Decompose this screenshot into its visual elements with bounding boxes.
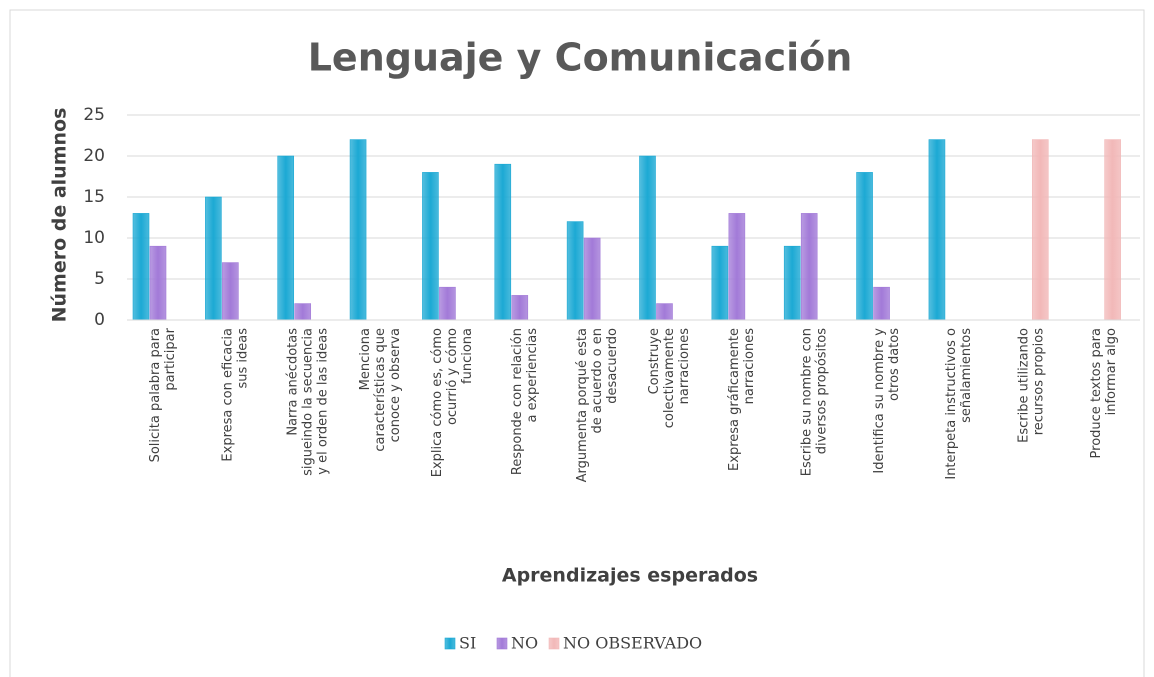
bar: [511, 295, 529, 321]
bar: [439, 286, 456, 321]
x-tick-label: Interpeta instructivos o: [944, 328, 959, 480]
x-tick-label: características que: [373, 328, 388, 452]
y-tick-label: 5: [94, 269, 105, 289]
x-tick-label: participar: [163, 327, 178, 390]
x-tick-label: Escribe su nombre con: [799, 328, 814, 476]
x-tick-label: narraciones: [677, 328, 692, 405]
legend-swatch: [496, 637, 508, 650]
bar: [349, 139, 367, 321]
x-tick-label: Argumenta porqué esta: [575, 328, 590, 482]
bar: [928, 139, 946, 321]
x-tick-label: Identifica su nombre y: [872, 328, 887, 474]
bar: [1104, 139, 1121, 321]
x-tick-label: y el orden de las ideas: [315, 328, 330, 475]
x-tick-label: Escribe utilizando: [1016, 328, 1031, 443]
bar: [1031, 139, 1049, 321]
x-tick-label: señalamientos: [959, 328, 974, 423]
x-tick-label: a experiencias: [525, 328, 540, 423]
x-tick-label: conoce y observa: [388, 328, 403, 442]
x-tick-label: Narra anécdotas: [285, 328, 300, 436]
y-tick-label: 10: [83, 228, 105, 248]
x-tick-label: Solicita palabra para: [148, 328, 163, 462]
bar: [656, 303, 673, 321]
y-axis-label: Número de alumnos: [49, 108, 71, 323]
y-tick-label: 15: [83, 187, 105, 207]
bar: [800, 213, 818, 321]
x-tick-label: Responde con relación: [510, 328, 525, 475]
legend-swatch: [548, 637, 560, 650]
bar: [294, 303, 312, 321]
bar: [494, 163, 512, 321]
x-tick-label: Explica cómo es, cómo: [430, 328, 445, 477]
bar: [149, 245, 167, 321]
bar: [422, 172, 439, 321]
bar: [856, 172, 873, 321]
x-tick-label: funciona: [460, 328, 475, 384]
bar: [132, 213, 150, 321]
legend-label: SI: [459, 634, 476, 653]
x-tick-label: colectivamente: [662, 328, 677, 428]
x-tick-label: recursos propios: [1031, 328, 1046, 436]
bar: [583, 237, 601, 321]
x-tick-label: desacuerdo: [605, 328, 620, 404]
x-tick-label: diversos propósitos: [814, 328, 829, 454]
x-tick-label: de acuerdo o en: [590, 328, 605, 434]
bar: [783, 245, 801, 321]
bar: [639, 155, 656, 321]
bar: [205, 196, 222, 321]
bar: [222, 262, 239, 321]
bar: [728, 213, 746, 321]
legend-label: NO OBSERVADO: [563, 634, 702, 653]
y-tick-label: 25: [83, 105, 105, 125]
x-tick-label: Produce textos para: [1089, 328, 1104, 458]
x-tick-label: Menciona: [358, 328, 373, 390]
x-tick-label: Construye: [647, 328, 662, 394]
bar: [711, 245, 729, 321]
legend-swatch: [444, 637, 456, 650]
bar: [277, 155, 295, 321]
x-tick-label: Expresa gráficamente: [727, 328, 742, 471]
bar: [566, 221, 584, 321]
x-tick-label: informar algo: [1104, 328, 1119, 415]
x-tick-label: sigueindo la secuencia: [300, 328, 315, 476]
chart-title: Lenguaje y Comunicación: [308, 36, 853, 80]
y-tick-label: 20: [83, 146, 105, 166]
y-tick-label: 0: [94, 310, 105, 330]
x-axis-label: Aprendizajes esperados: [502, 565, 758, 587]
chart-border: [9, 9, 1145, 677]
x-tick-label: otros datos: [887, 328, 902, 401]
x-tick-label: sus ideas: [236, 328, 251, 389]
x-tick-label: narraciones: [742, 328, 757, 405]
legend-label: NO: [511, 634, 538, 653]
x-tick-label: ocurrió y cómo: [445, 328, 460, 425]
x-tick-label: Expresa con eficacia: [221, 328, 236, 462]
bar: [873, 286, 890, 321]
